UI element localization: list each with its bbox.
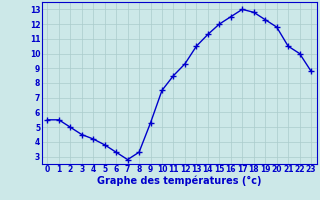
X-axis label: Graphe des températures (°c): Graphe des températures (°c) <box>97 176 261 186</box>
